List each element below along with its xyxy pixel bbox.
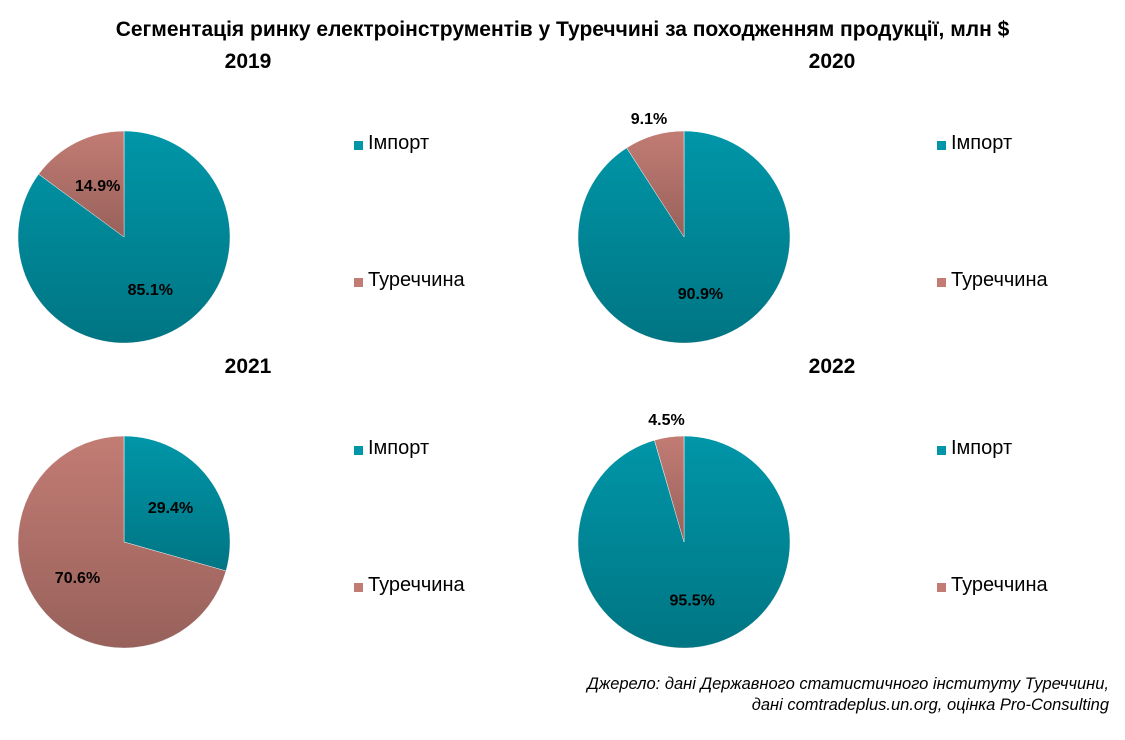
pie-shade-2021 (124, 436, 230, 571)
legend-label-turkey: Туреччина (951, 574, 1048, 596)
chart-title: Сегментація ринку електроінструментів у … (115, 18, 1010, 41)
legend-swatch-turkey (354, 583, 363, 592)
pie-label-import-2021: 29.4% (148, 500, 193, 517)
pie-label-turkey-2020: 9.1% (631, 111, 667, 128)
pie-chart-2022: 95.5% 4.5% (577, 412, 791, 649)
legend-label-import: Імпорт (951, 437, 1013, 459)
legend-swatch-turkey (937, 278, 946, 287)
pie-chart-2020: 90.9% 9.1% (577, 111, 791, 344)
source-note: Джерело: дані Державного статистичного і… (587, 674, 1109, 716)
pie-title-2020: 2020 (808, 50, 856, 73)
legend-swatch-import (937, 446, 946, 455)
pie-shade-2021 (18, 436, 226, 648)
pie-shade-2019 (38, 131, 125, 237)
pie-shade-2022 (654, 436, 684, 542)
pie-label-import-2020: 90.9% (678, 286, 723, 303)
pie-label-turkey-2022: 4.5% (648, 412, 684, 429)
legend-label-turkey: Туреччина (368, 269, 465, 291)
pie-panel-2021: 2021 29.4% 70.6% Імпорт Туреччина (0, 355, 560, 675)
legend-item-import: Імпорт (937, 132, 1012, 155)
legend-item-turkey: Туреччина (937, 269, 1048, 292)
pie-title-2021: 2021 (224, 355, 272, 378)
legend-label-import: Імпорт (368, 437, 430, 459)
legend-swatch-import (354, 141, 363, 150)
legend-swatch-turkey (937, 583, 946, 592)
pie-label-turkey-2021: 70.6% (55, 570, 100, 587)
pie-panel-2020: 2020 90.9% 9.1% Імпорт Туреччина (560, 50, 1120, 370)
pie-title-2019: 2019 (224, 50, 272, 73)
legend-item-turkey: Туреччина (937, 574, 1048, 597)
pie-chart-2021: 29.4% 70.6% (17, 435, 231, 649)
pie-title-2022: 2022 (808, 355, 856, 378)
pie-label-import-2019: 85.1% (128, 282, 173, 299)
legend-swatch-turkey (354, 278, 363, 287)
legend-label-turkey: Туреччина (368, 574, 465, 596)
pie-panel-2019: 2019 85.1% 14.9% Імпорт Туреччина (0, 50, 560, 370)
legend-swatch-import (354, 446, 363, 455)
legend-label-turkey: Туреччина (951, 269, 1048, 291)
legend-item-turkey: Туреччина (354, 574, 465, 597)
legend-label-import: Імпорт (951, 132, 1013, 154)
legend-item-import: Імпорт (354, 437, 429, 460)
source-line: дані comtradeplus.un.org, оцінка Pro-Con… (751, 696, 1109, 714)
pie-chart-2019: 85.1% 14.9% (17, 130, 231, 344)
pie-label-import-2022: 95.5% (670, 593, 715, 610)
pie-label-turkey-2019: 14.9% (75, 178, 120, 195)
legend-item-import: Імпорт (937, 437, 1012, 460)
legend-swatch-import (937, 141, 946, 150)
pie-panel-2022: 2022 95.5% 4.5% Імпорт Туреччина (560, 355, 1120, 675)
legend-label-import: Імпорт (368, 132, 430, 154)
legend-item-turkey: Туреччина (354, 269, 465, 292)
source-line: Джерело: дані Державного статистичного і… (587, 675, 1109, 693)
pie-shade-2020 (626, 131, 684, 237)
legend-item-import: Імпорт (354, 132, 429, 155)
